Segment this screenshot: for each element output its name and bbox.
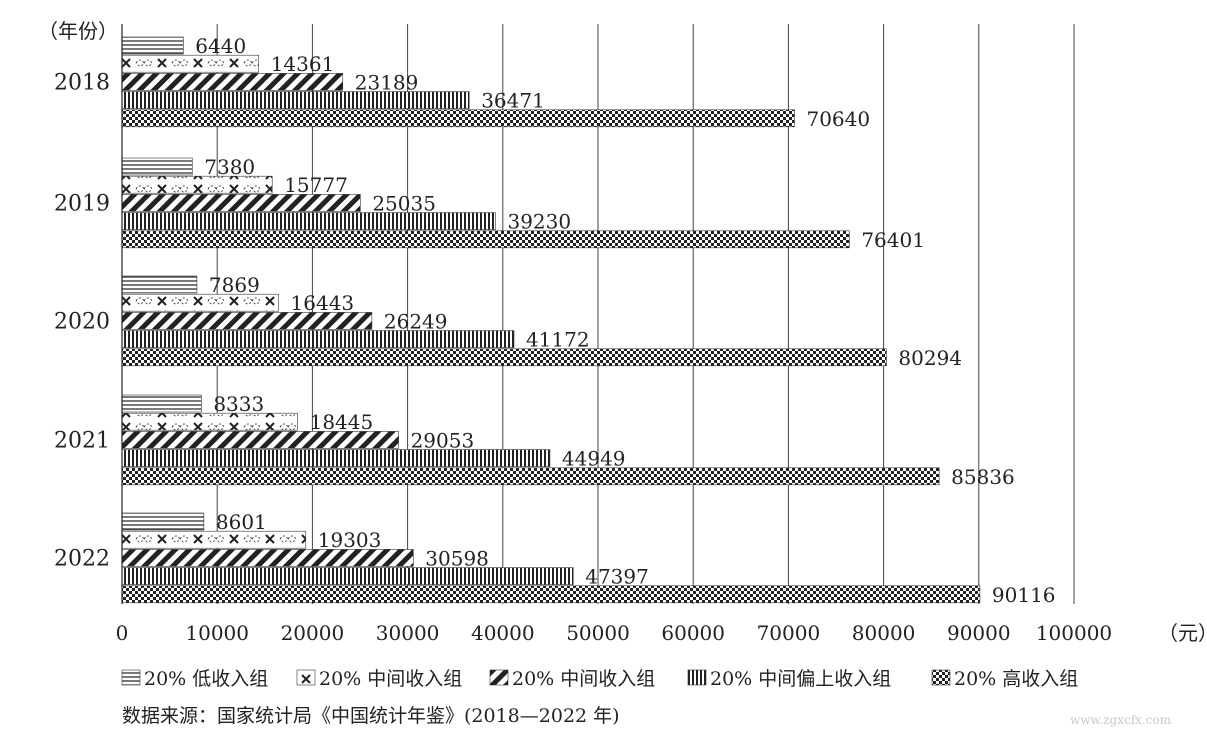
x-tick-label: 90000 <box>947 621 1011 645</box>
bar <box>121 394 202 413</box>
bar <box>121 109 795 128</box>
x-tick-label: 30000 <box>376 621 440 645</box>
data-label: 19303 <box>318 528 382 552</box>
data-label: 85836 <box>951 465 1015 489</box>
bar <box>121 530 307 549</box>
bar <box>121 412 298 431</box>
legend-swatch <box>489 669 509 686</box>
data-label: 26249 <box>384 309 448 333</box>
data-label: 47397 <box>585 565 649 589</box>
data-label: 70640 <box>806 107 870 131</box>
source-note: 数据来源：国家统计局《中国统计年鉴》(2018—2022 年) <box>122 705 620 727</box>
data-label: 36471 <box>481 89 545 113</box>
x-unit-label: （元） <box>1158 621 1207 645</box>
legend-swatch <box>296 669 316 686</box>
y-unit-label: （年份） <box>38 19 118 43</box>
legend-label: 20% 中间偏上收入组 <box>710 668 891 690</box>
data-label: 23189 <box>355 70 419 94</box>
legend-swatch <box>121 669 141 686</box>
x-tick-label: 50000 <box>566 621 630 645</box>
bar <box>121 36 184 55</box>
data-label: 41172 <box>526 328 590 352</box>
data-label: 8333 <box>213 392 264 416</box>
legend-label: 20% 高收入组 <box>954 668 1078 690</box>
watermark: www.zgxcfx.com <box>1070 713 1172 727</box>
legend-swatch <box>931 669 951 686</box>
data-label: 7869 <box>209 273 260 297</box>
x-tick-label: 70000 <box>757 621 821 645</box>
legend-label: 20% 中间收入组 <box>512 668 655 690</box>
x-tick-label: 100000 <box>1036 621 1112 645</box>
data-label: 15777 <box>284 173 348 197</box>
x-tick-label: 80000 <box>852 621 916 645</box>
data-label: 80294 <box>898 346 962 370</box>
bar <box>121 449 551 467</box>
data-label: 90116 <box>992 583 1056 607</box>
x-tick-label: 20000 <box>281 621 345 645</box>
data-label: 30598 <box>425 546 489 570</box>
data-label: 29053 <box>411 428 475 452</box>
bar <box>121 230 850 249</box>
legend-swatch <box>687 669 707 686</box>
bar <box>121 585 981 604</box>
y-tick-label: 2018 <box>54 71 110 96</box>
data-label: 6440 <box>195 34 246 58</box>
data-label: 14361 <box>271 52 335 76</box>
legend-label: 20% 中间收入组 <box>319 668 462 690</box>
data-label: 25035 <box>372 191 436 215</box>
data-label: 18445 <box>310 410 374 434</box>
data-label: 39230 <box>507 210 571 234</box>
y-tick-label: 2022 <box>54 547 110 572</box>
legend-label: 20% 低收入组 <box>144 668 268 690</box>
data-label: 7380 <box>204 155 255 179</box>
bar <box>121 467 940 486</box>
y-tick-label: 2020 <box>54 310 110 335</box>
data-label: 44949 <box>562 447 626 471</box>
bar <box>121 157 193 176</box>
bar <box>121 212 496 230</box>
bar <box>121 512 205 531</box>
data-label: 76401 <box>861 228 925 252</box>
x-tick-label: 0 <box>116 621 129 645</box>
x-tick-label: 40000 <box>471 621 535 645</box>
x-tick-label: 60000 <box>661 621 725 645</box>
bar <box>121 567 574 585</box>
y-tick-label: 2021 <box>54 429 110 454</box>
y-tick-label: 2019 <box>54 192 110 217</box>
bar <box>121 348 887 367</box>
data-label: 8601 <box>216 510 267 534</box>
bar <box>121 275 198 294</box>
x-tick-label: 10000 <box>185 621 249 645</box>
bar <box>121 330 515 348</box>
data-label: 16443 <box>291 291 355 315</box>
